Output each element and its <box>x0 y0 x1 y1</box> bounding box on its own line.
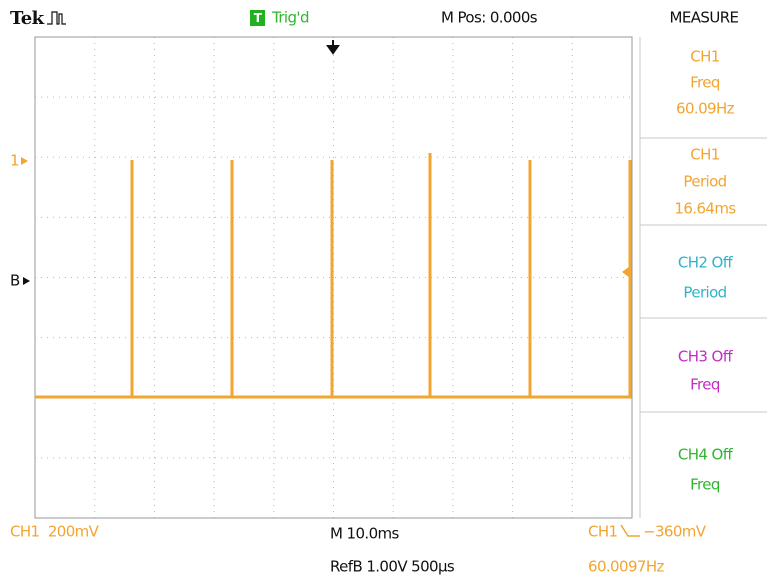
channel-scale: CH1 200mV <box>10 523 100 541</box>
channel-marker-arrow <box>21 157 28 165</box>
brand: Tek <box>10 8 45 29</box>
measure-type: Period <box>683 284 726 302</box>
channel-marker: 1 <box>10 152 19 170</box>
measure-source: CH1 <box>690 48 720 66</box>
menu-title: MEASURE <box>670 9 739 27</box>
measure-source: CH3 Off <box>678 348 734 366</box>
timebase: M 10.0ms <box>330 525 400 543</box>
trigger-level: −360mV <box>643 523 707 541</box>
reference-marker: B <box>10 272 20 290</box>
trigger-frequency: 60.0097Hz <box>588 558 665 576</box>
trigger-source: CH1 <box>588 523 618 541</box>
trigger-badge-box <box>250 10 265 26</box>
measure-type: Period <box>683 173 726 191</box>
measure-value: 60.09Hz <box>676 100 735 118</box>
panel-dividers <box>639 37 767 518</box>
trigger-position-arrow <box>326 40 340 55</box>
measure-source: CH1 <box>690 146 720 164</box>
measure-source: CH2 Off <box>678 254 734 272</box>
graticule-border <box>34 36 633 519</box>
acq-icon <box>47 11 66 25</box>
measure-value: 16.64ms <box>674 200 736 218</box>
trigger-badge: T <box>254 11 263 25</box>
position: M Pos: 0.000s <box>441 9 538 27</box>
reference-info: RefB 1.00V 500μs <box>330 558 455 576</box>
waveform <box>35 153 632 399</box>
measure-source: CH4 Off <box>678 446 734 464</box>
measure-type: Freq <box>690 376 720 394</box>
trigger-status: Trig'd <box>271 9 309 27</box>
measure-type: Freq <box>690 74 720 92</box>
trigger-slope-icon <box>620 524 640 537</box>
trigger-level-arrow <box>622 266 630 278</box>
reference-marker-arrow <box>23 277 30 285</box>
measure-type: Freq <box>690 476 720 494</box>
